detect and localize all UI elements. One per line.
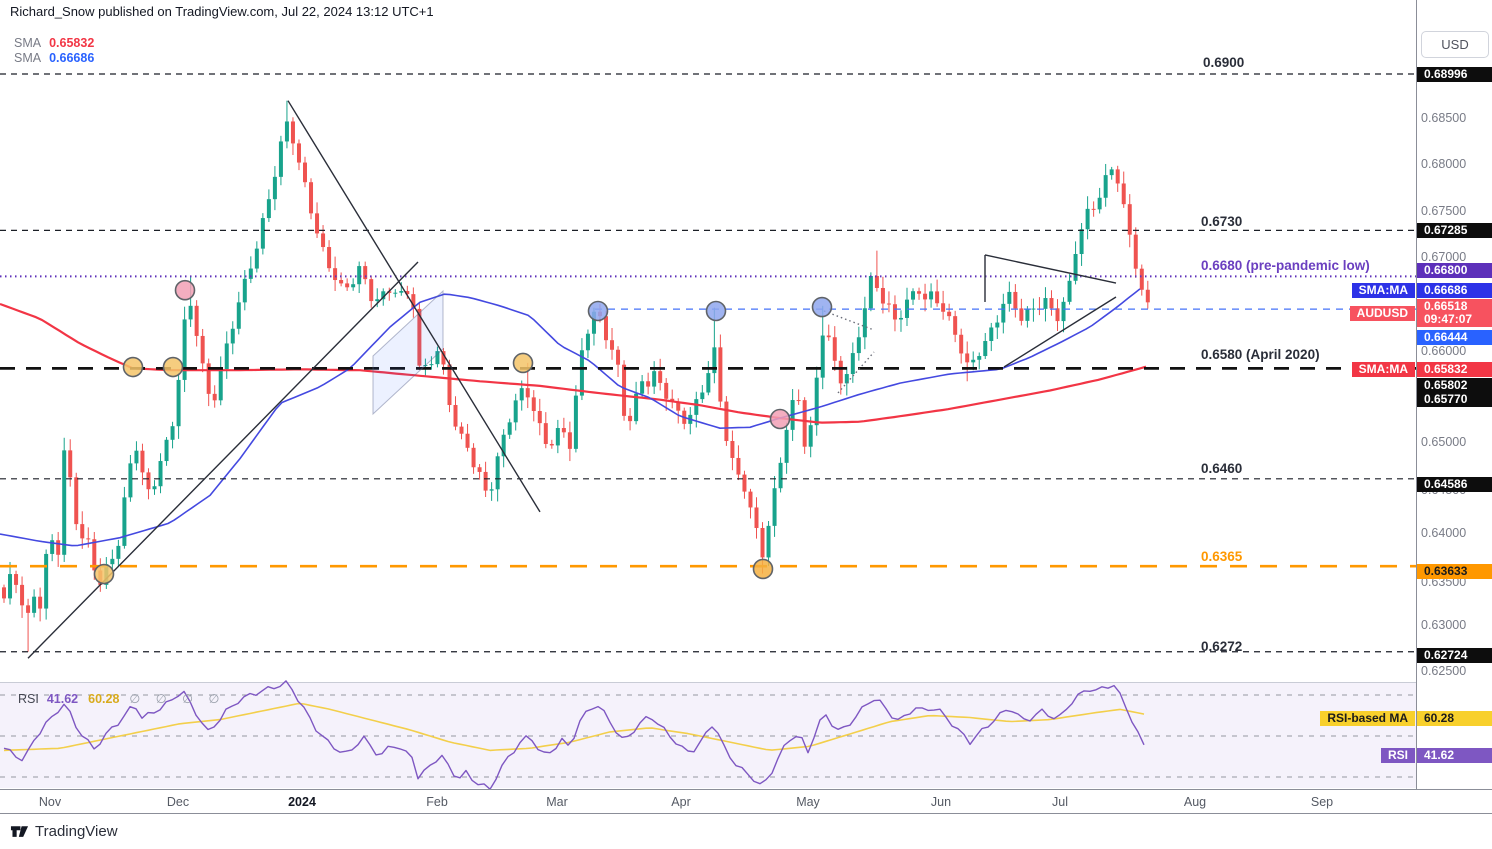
marker-circle-10: [811, 296, 833, 318]
rsi-legend[interactable]: RSI 41.62 60.28 ∅ ∅ ∅ ∅: [18, 691, 225, 706]
month-label-Mar[interactable]: Mar: [546, 795, 568, 809]
price-label-0.65802: 0.65802: [1417, 377, 1492, 393]
level-text-0.6272: 0.6272: [1201, 639, 1243, 654]
sma-blue-legend-row: SMA 0.66686: [14, 51, 94, 66]
price-tick-0.62500: 0.62500: [1421, 664, 1467, 678]
month-label-Apr[interactable]: Apr: [671, 795, 691, 809]
month-label-Feb[interactable]: Feb: [426, 795, 448, 809]
month-label-May[interactable]: May: [796, 795, 820, 809]
trendline-1: [27, 261, 419, 659]
marker-circle-5: [512, 352, 534, 374]
price-tick-0.63500: 0.63500: [1421, 575, 1467, 589]
marker-circle-6: [752, 558, 774, 580]
tradingview-logo[interactable]: TradingView: [10, 822, 118, 841]
price-tick-0.64000: 0.64000: [1421, 526, 1467, 540]
level-text-0.6460: 0.6460: [1201, 461, 1243, 476]
price-tick-0.63000: 0.63000: [1421, 618, 1467, 632]
month-label-Jun[interactable]: Jun: [930, 795, 952, 809]
rsi-line: [3, 680, 1145, 790]
level-text-0.6900: 0.6900: [1203, 55, 1245, 70]
price-scale[interactable]: [1417, 0, 1492, 814]
price-label-0.62724: 0.62724: [1417, 647, 1492, 663]
price-label-0.68996: 0.68996: [1417, 66, 1492, 82]
tradingview-logo-text: TradingView: [35, 823, 118, 840]
sma-red-label: SMA: [14, 36, 42, 50]
series-tag-sma-ma: SMA:MA: [1351, 282, 1415, 298]
level-text-0.6580: 0.6580 (April 2020): [1201, 347, 1320, 362]
price-label-0.66518: 0.66518 09:47:07: [1417, 299, 1492, 327]
price-tick-0.66000: 0.66000: [1421, 344, 1467, 358]
month-label-2024[interactable]: 2024: [288, 795, 316, 809]
rsi-ma-value: 60.28: [88, 692, 120, 706]
sma-legend[interactable]: SMA 0.65832 SMA 0.66686: [14, 36, 94, 66]
month-label-Jul[interactable]: Jul: [1052, 795, 1068, 809]
month-label-Aug[interactable]: Aug: [1183, 795, 1207, 809]
series-tag-rsi-based-ma: RSI-based MA: [1320, 710, 1415, 726]
price-label-0.63633: 0.63633: [1417, 563, 1492, 579]
sma-blue-line: [0, 288, 1141, 547]
rsi-hidden-placeholders: ∅ ∅ ∅ ∅: [129, 692, 226, 706]
rsi-label: RSI: [18, 692, 39, 706]
price-tick-0.68500: 0.68500: [1421, 111, 1467, 125]
series-tag-rsi: RSI: [1380, 747, 1415, 763]
time-scale[interactable]: Nov Dec 2024 Feb Mar Apr May Jun Jul Aug Sep: [0, 789, 1492, 814]
price-label-41.62: 41.62: [1417, 747, 1492, 763]
month-label-Sep[interactable]: Sep: [1310, 795, 1334, 809]
trendline-2: [287, 100, 541, 513]
sma-red-legend-row: SMA 0.65832: [14, 36, 94, 51]
price-label-0.65832: 0.65832: [1417, 361, 1492, 377]
price-label-0.66800: 0.66800: [1417, 262, 1492, 278]
sma-red-line: [0, 302, 1147, 424]
marker-circle-9: [705, 300, 727, 322]
trendline-3: [984, 254, 1117, 284]
price-label-0.66444: 0.66444: [1417, 329, 1492, 345]
sma-blue-value: 0.66686: [49, 51, 95, 65]
price-label-0.65770: 0.65770: [1417, 391, 1492, 407]
month-label-Nov[interactable]: Nov: [38, 795, 62, 809]
sma-red-value: 0.65832: [49, 36, 95, 50]
marker-circle-2: [122, 356, 144, 378]
marker-circle-1: [174, 279, 196, 301]
price-tick-0.67500: 0.67500: [1421, 204, 1467, 218]
price-tick-0.65000: 0.65000: [1421, 435, 1467, 449]
currency-toggle-button[interactable]: USD: [1421, 31, 1489, 58]
series-tag-sma-ma: SMA:MA: [1351, 361, 1415, 377]
price-label-60.28: 60.28: [1417, 710, 1492, 726]
rsi-value: 41.62: [46, 692, 79, 706]
marker-circle-3: [162, 356, 184, 378]
flag-channel: [372, 289, 444, 416]
price-label-0.66686: 0.66686: [1417, 282, 1492, 298]
publish-byline: Richard_Snow published on TradingView.co…: [10, 4, 434, 19]
level-text-0.6730: 0.6730: [1201, 214, 1243, 229]
price-label-0.64586: 0.64586: [1417, 476, 1492, 492]
price-scale-border: [1416, 0, 1417, 814]
price-tick-0.68000: 0.68000: [1421, 157, 1467, 171]
month-label-Dec[interactable]: Dec: [166, 795, 190, 809]
marker-circle-4: [93, 563, 115, 585]
level-text-0.6365: 0.6365: [1201, 549, 1243, 564]
tradingview-logo-icon: [10, 826, 29, 837]
trendline-7: [837, 351, 875, 394]
price-label-0.67285: 0.67285: [1417, 222, 1492, 238]
marker-circle-8: [587, 300, 609, 322]
marker-circle-7: [769, 408, 791, 430]
price-tick-0.67000: 0.67000: [1421, 250, 1467, 264]
series-tag-audusd: AUDUSD: [1349, 305, 1415, 321]
rsi-ma-line: [3, 702, 1145, 752]
sma-blue-label: SMA: [14, 51, 42, 65]
trendline-4: [1003, 296, 1117, 368]
level-text-0.6680: 0.6680 (pre-pandemic low): [1201, 258, 1370, 273]
